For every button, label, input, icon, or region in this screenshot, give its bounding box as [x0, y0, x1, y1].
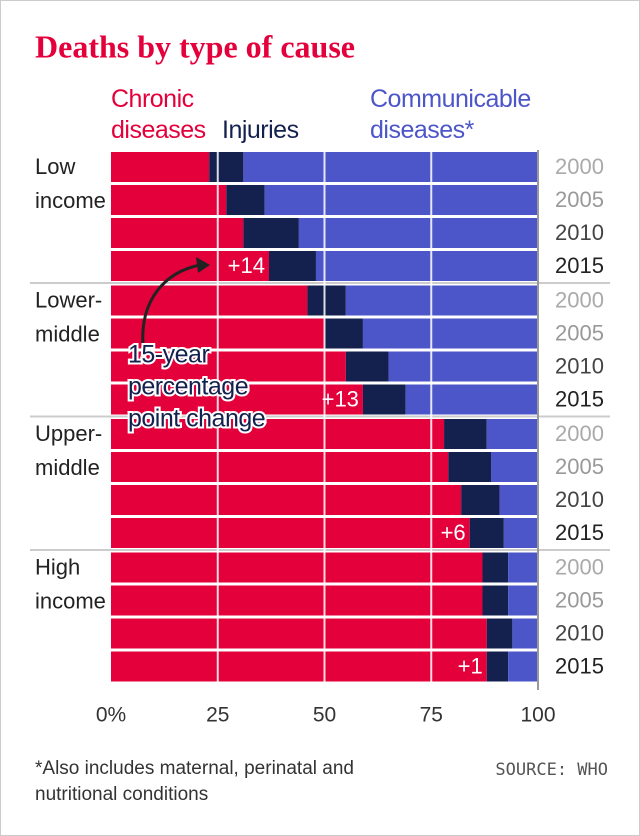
source: SOURCE: WHO	[495, 760, 608, 780]
bar-segment	[486, 419, 538, 449]
bar-segment	[111, 585, 483, 616]
year-label: 2005	[555, 587, 604, 612]
group-label: income	[35, 588, 106, 613]
bar-segment	[243, 218, 299, 248]
bar-segment	[362, 318, 538, 349]
year-label: 2005	[555, 320, 604, 345]
year-label: 2010	[555, 220, 604, 245]
bar-segment	[362, 384, 406, 415]
bar-segment	[264, 185, 538, 215]
legend-entry: Communicable diseases*	[370, 85, 531, 144]
bar-segment	[111, 485, 462, 515]
year-label: 2000	[555, 554, 604, 579]
bar-segment	[111, 185, 227, 215]
legend-entry: Chronic diseases	[111, 85, 206, 144]
bar-segment	[499, 485, 538, 515]
bar-segment	[111, 552, 483, 583]
bar-segment	[405, 384, 538, 415]
bar-segment	[111, 285, 308, 316]
year-label: 2010	[555, 353, 604, 378]
bar-segment	[482, 585, 509, 616]
bar-segment	[307, 285, 346, 316]
bar-segment	[111, 651, 487, 682]
x-tick-label: 75	[420, 704, 443, 727]
bar-segment	[226, 185, 265, 215]
bar-segment	[345, 351, 389, 382]
bar-segment	[486, 618, 513, 649]
bar-segment	[111, 351, 346, 382]
footnote: *Also includes maternal, perinatal and n…	[35, 758, 354, 805]
bar-segment	[111, 152, 210, 182]
year-label: 2015	[555, 253, 604, 278]
annotation: 15-year	[128, 341, 209, 369]
year-label: 2000	[555, 421, 604, 446]
bar-segment	[111, 452, 449, 482]
bar-segment	[508, 552, 538, 583]
x-tick-label: 0%	[96, 704, 126, 727]
year-label: 2015	[555, 653, 604, 678]
change-label: +13	[322, 386, 359, 411]
bar-segment	[486, 651, 509, 682]
group-label: middle	[35, 321, 100, 346]
x-tick-label: 25	[206, 704, 229, 727]
year-label: 2015	[555, 386, 604, 411]
annotation: percentage	[128, 373, 248, 401]
bar-segment	[512, 618, 538, 649]
bar-segment	[243, 152, 538, 182]
group-label: Upper-	[35, 421, 102, 446]
year-label: 2010	[555, 620, 604, 645]
year-label: 2005	[555, 454, 604, 479]
change-label: +14	[228, 253, 265, 278]
bar-segment	[491, 452, 538, 482]
bar-segment	[508, 585, 538, 616]
group-label: middle	[35, 455, 100, 480]
bar-segment	[111, 251, 269, 281]
bar-segment	[469, 518, 504, 548]
group-label: Low	[35, 154, 75, 179]
bar-segment	[482, 552, 509, 583]
bar-segment	[324, 318, 363, 349]
year-label: 2000	[555, 287, 604, 312]
bar-segment	[209, 152, 244, 182]
arrow-head	[196, 257, 210, 273]
bar-segment	[503, 518, 538, 548]
change-label: +6	[441, 520, 466, 545]
group-label: income	[35, 188, 106, 213]
bar-segment	[268, 251, 316, 281]
bar-segment	[111, 419, 445, 449]
bar-segment	[461, 485, 500, 515]
x-tick-label: 100	[520, 704, 555, 727]
bar-segment	[111, 384, 363, 415]
bar-segment	[388, 351, 538, 382]
year-label: 2015	[555, 520, 604, 545]
bar-segment	[315, 251, 538, 281]
annotation-arrow	[141, 263, 201, 346]
legend-entry: Injuries	[222, 116, 299, 144]
bar-segment	[111, 618, 487, 649]
group-label: High	[35, 554, 80, 579]
year-label: 2010	[555, 487, 604, 512]
bar-segment	[298, 218, 538, 248]
x-tick-label: 50	[313, 704, 336, 727]
bar-segment	[508, 651, 538, 682]
bar-segment	[111, 518, 470, 548]
bar-segment	[345, 285, 538, 316]
bar-segment	[448, 452, 492, 482]
year-label: 2005	[555, 187, 604, 212]
change-label: +1	[458, 653, 483, 678]
year-label: 2000	[555, 154, 604, 179]
bar-segment	[111, 218, 244, 248]
chart-title: Deaths by type of cause	[35, 28, 355, 64]
bar-segment	[444, 419, 487, 449]
annotation: point change	[128, 405, 265, 433]
group-label: Lower-	[35, 287, 102, 312]
